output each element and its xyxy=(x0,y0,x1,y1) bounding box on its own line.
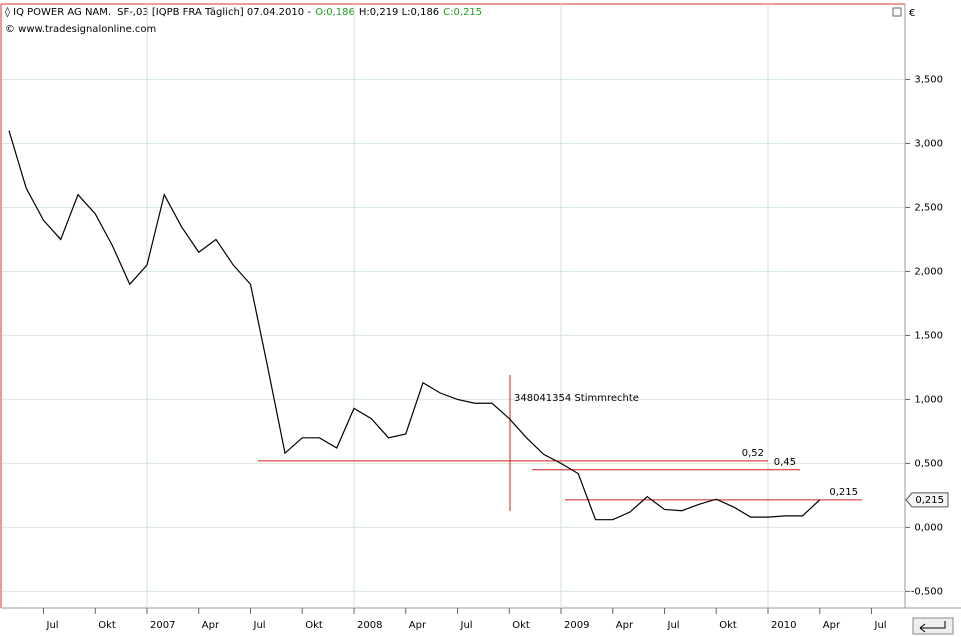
last-value-label: 0,215 xyxy=(915,495,944,506)
level-label: 0,215 xyxy=(829,487,858,498)
nav-button[interactable] xyxy=(912,617,954,635)
x-tick-label: 2009 xyxy=(564,620,589,631)
currency: € xyxy=(909,8,915,19)
event-label: 348041354 Stimmrechte xyxy=(514,393,639,404)
high-low: H:0,219 L:0,186 xyxy=(359,7,439,18)
price-line xyxy=(8,130,821,521)
last-value-box xyxy=(905,492,949,508)
x-tick-label: Okt xyxy=(512,620,530,631)
y-tick-label: 3,000 xyxy=(914,138,943,149)
y-tick-label: 1,500 xyxy=(914,330,943,341)
y-tick-label: 3,500 xyxy=(914,75,943,86)
source: © www.tradesignalonline.com xyxy=(5,24,156,35)
level-label: 0,52 xyxy=(742,448,764,459)
x-tick-label: Apr xyxy=(616,620,634,631)
x-tick-label: Jul xyxy=(667,620,680,631)
x-tick-label: Jul xyxy=(253,620,266,631)
y-tick-label: 1,000 xyxy=(914,394,943,405)
x-tick-label: 2010 xyxy=(771,620,796,631)
symbol-icon: ◊ xyxy=(5,6,13,18)
x-tick-label: 2008 xyxy=(357,620,382,631)
x-tick-label: 2007 xyxy=(150,620,175,631)
info: SF-,03 [IQPB FRA Täglich] 07.04.2010 - xyxy=(117,7,311,18)
x-tick-label: Okt xyxy=(98,620,116,631)
y-tick-label: 2,000 xyxy=(914,266,943,277)
x-tick-label: Jul xyxy=(460,620,473,631)
header: ◊ IQ POWER AG NAM. SF-,03 [IQPB FRA Tägli… xyxy=(5,6,482,18)
x-tick-label: Apr xyxy=(823,620,841,631)
nav-icon xyxy=(919,621,946,633)
x-tick-label: Okt xyxy=(305,620,323,631)
y-tick-label: 2,500 xyxy=(914,202,943,213)
x-tick-label: Apr xyxy=(202,620,220,631)
name: IQ POWER AG NAM. xyxy=(13,7,111,18)
x-tick-label: Jul xyxy=(874,620,887,631)
y-tick-label: 0,000 xyxy=(914,522,943,533)
x-tick-label: Okt xyxy=(719,620,737,631)
open: O:0,186 xyxy=(315,7,355,18)
y-tick-label: -0,500 xyxy=(911,586,943,597)
x-tick-label: Jul xyxy=(46,620,59,631)
close: C:0,215 xyxy=(443,7,482,18)
x-tick-label: Apr xyxy=(409,620,427,631)
level-label: 0,45 xyxy=(774,457,796,468)
y-tick-label: 0,500 xyxy=(914,458,943,469)
window-button[interactable] xyxy=(892,7,902,17)
